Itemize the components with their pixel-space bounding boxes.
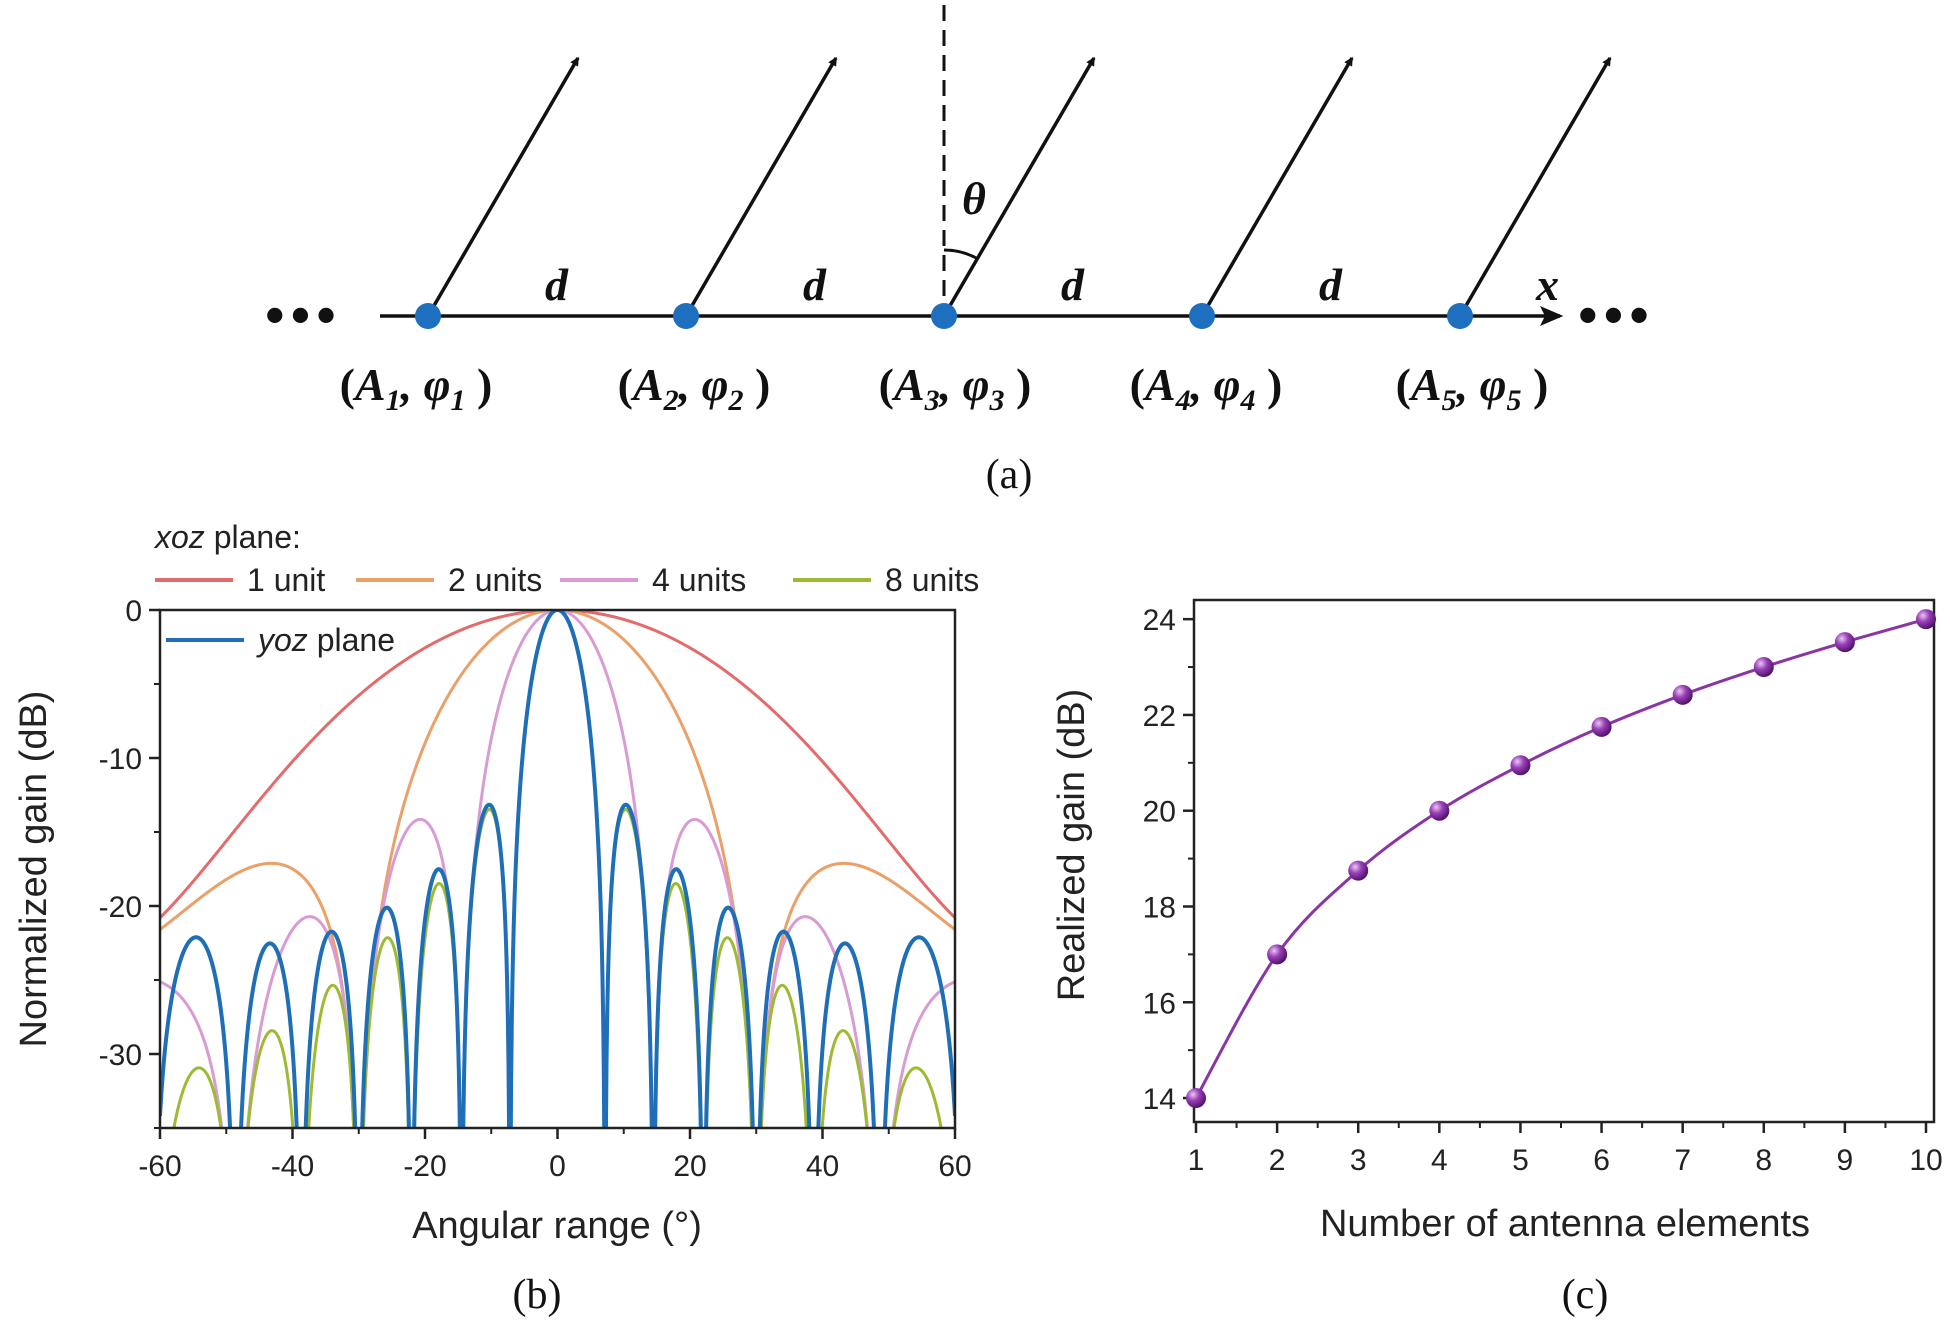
gain-data-point xyxy=(1672,684,1693,705)
antenna-element-dot xyxy=(673,303,699,329)
y-tick-label: 16 xyxy=(1143,987,1176,1020)
y-tick-label: -10 xyxy=(99,743,142,776)
y-tick-label: -30 xyxy=(99,1039,142,1072)
element-label: (A4, φ4 ) xyxy=(1130,359,1283,417)
spacing-label-d: d xyxy=(1319,259,1343,310)
x-tick-label: 7 xyxy=(1674,1144,1691,1177)
legend-label: 8 units xyxy=(885,562,979,598)
x-tick-label: 1 xyxy=(1188,1144,1205,1177)
x-tick-label: 20 xyxy=(673,1150,706,1183)
gain-series-line xyxy=(1194,617,1927,1099)
spacing-label-d: d xyxy=(1061,259,1085,310)
y-axis-label-b: Normalized gain (dB) xyxy=(13,691,55,1048)
gain-data-point xyxy=(1348,860,1369,881)
x-tick-label: 0 xyxy=(549,1150,566,1183)
plot-frame-c xyxy=(1192,598,1936,1124)
gain-data-point xyxy=(1834,632,1855,653)
series-line-1-unit xyxy=(160,610,955,919)
antenna-element-dot xyxy=(1189,303,1215,329)
legend-label: 2 units xyxy=(448,562,542,598)
legend-label: 1 unit xyxy=(247,562,325,598)
series-line-8-units xyxy=(172,610,943,1128)
x-tick-label: 2 xyxy=(1269,1144,1286,1177)
x-axis-label-c: Number of antenna elements xyxy=(1320,1203,1810,1245)
caption-b: (b) xyxy=(513,1272,562,1318)
y-tick-label: 22 xyxy=(1143,700,1176,733)
series-line-2-units xyxy=(160,610,955,1128)
y-tick-label: 0 xyxy=(125,595,142,628)
axis-x-label: x xyxy=(1535,259,1559,310)
legend-header: xoz plane: xyxy=(153,519,301,555)
plot-frame-b xyxy=(158,608,957,1130)
element-label: (A3, φ3 ) xyxy=(879,359,1032,417)
x-tick-label: 4 xyxy=(1431,1144,1448,1177)
y-tick-label: 24 xyxy=(1143,604,1176,637)
radiation-direction-arrow xyxy=(942,56,1096,317)
y-tick-label: 18 xyxy=(1143,891,1176,924)
gain-data-point xyxy=(1267,944,1288,965)
element-label: (A2, φ2 ) xyxy=(618,359,771,417)
antenna-element-dot xyxy=(931,303,957,329)
caption-a: (a) xyxy=(986,452,1033,498)
gain-data-point xyxy=(1186,1088,1206,1109)
theta-arc xyxy=(943,248,979,261)
x-tick-label: -20 xyxy=(403,1150,446,1183)
left-ellipsis: ••• xyxy=(265,285,342,347)
spacing-label-d: d xyxy=(545,259,569,310)
x-tick-label: 9 xyxy=(1837,1144,1854,1177)
gain-data-point xyxy=(1916,609,1936,630)
gain-data-point xyxy=(1429,800,1450,821)
x-tick-label: 40 xyxy=(806,1150,839,1183)
x-tick-label: 10 xyxy=(1909,1144,1942,1177)
y-tick-label: 14 xyxy=(1143,1083,1176,1116)
x-tick-label: 6 xyxy=(1593,1144,1610,1177)
right-ellipsis: ••• xyxy=(1578,285,1655,347)
legend-b: xoz plane: 1 unit 2 units 4 units 8 units y… xyxy=(153,519,979,658)
x-axis-label-b: Angular range (°) xyxy=(412,1205,702,1247)
x-tick-label: 8 xyxy=(1755,1144,1772,1177)
x-tick-label: 5 xyxy=(1512,1144,1529,1177)
x-tick-label: -60 xyxy=(138,1150,181,1183)
series-line-4-units xyxy=(160,610,955,1128)
x-tick-label: -40 xyxy=(271,1150,314,1183)
series-line-yoz-plane xyxy=(160,610,955,1128)
gain-data-point xyxy=(1510,755,1531,776)
radiation-direction-arrow xyxy=(684,56,838,317)
y-axis-label-c: Realized gain (dB) xyxy=(1051,689,1093,1002)
element-label: (A5, φ5 ) xyxy=(1396,359,1549,417)
realized-gain-chart: 1 2 3 4 5 6 7 8 9 10 14 16 18 20 22 24 Number of antenn… xyxy=(1051,598,1943,1318)
spacing-label-d: d xyxy=(803,259,827,310)
radiation-direction-arrow xyxy=(426,56,580,317)
gain-data-point xyxy=(1591,716,1612,737)
radiation-direction-arrow xyxy=(1458,56,1612,317)
x-tick-label: 60 xyxy=(938,1150,971,1183)
legend-label-yoz: yoz plane xyxy=(256,622,395,658)
x-tick-label: 3 xyxy=(1350,1144,1367,1177)
y-tick-label: -20 xyxy=(99,891,142,924)
y-tick-label: 20 xyxy=(1143,796,1176,829)
element-label: (A1, φ1 ) xyxy=(340,359,493,417)
gain-data-point xyxy=(1753,657,1774,678)
array-diagram: d d d d (A1, φ1 ) (A2, φ2 ) (A3, φ3 ) (A4, φ4 )… xyxy=(265,5,1655,498)
antenna-element-dot xyxy=(415,303,441,329)
legend-label: 4 units xyxy=(652,562,746,598)
caption-c: (c) xyxy=(1562,1272,1609,1318)
normalized-gain-chart: -60 -40 -20 0 20 40 60 0 -10 -20 -30 Angular range… xyxy=(13,519,979,1318)
theta-label: θ xyxy=(962,173,986,224)
radiation-direction-arrow xyxy=(1200,56,1354,317)
antenna-element-dot xyxy=(1447,303,1473,329)
